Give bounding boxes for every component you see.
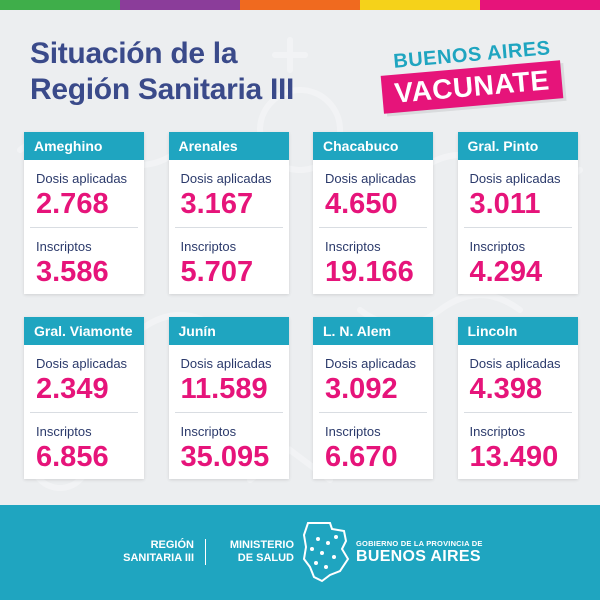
footer-region: REGIÓN SANITARIA III (108, 539, 194, 565)
card-title: Chacabuco (313, 132, 433, 160)
dosis-value: 11.589 (180, 373, 268, 405)
inscriptos-section: Inscriptos 5.707 (174, 227, 283, 294)
dosis-label: Dosis aplicadas (36, 171, 128, 186)
dosis-section: Dosis aplicadas 2.768 (24, 160, 144, 227)
inscriptos-label: Inscriptos (469, 424, 526, 439)
dosis-value: 4.650 (325, 188, 398, 220)
gov-line-2: BUENOS AIRES (356, 548, 481, 565)
card-title: Junín (168, 317, 289, 345)
dosis-label: Dosis aplicadas (180, 171, 272, 186)
inscriptos-section: Inscriptos 35.095 (174, 412, 283, 479)
dosis-section: Dosis aplicadas 2.349 (24, 345, 144, 412)
dosis-section: Dosis aplicadas 11.589 (169, 345, 289, 412)
footer-divider (205, 539, 206, 565)
title-line-1: Situación de la (30, 37, 238, 70)
footer-ministerio: MINISTERIO DE SALUD (214, 539, 294, 565)
inscriptos-label: Inscriptos (36, 239, 92, 254)
dosis-section: Dosis aplicadas 3.011 (458, 160, 578, 227)
inscriptos-section: Inscriptos 4.294 (463, 227, 572, 294)
card-title: Ameghino (24, 132, 144, 160)
vacunate-logo: BUENOS AIRES VACUNATE (378, 37, 566, 114)
district-card-chacabuco: Chacabuco Dosis aplicadas 4.650 Inscript… (313, 132, 433, 294)
inscriptos-section: Inscriptos 3.586 (30, 227, 138, 294)
footer: REGIÓN SANITARIA III MINISTERIO DE SALUD… (0, 505, 600, 600)
inscriptos-value: 6.670 (325, 441, 398, 473)
card-title: L. N. Alem (313, 317, 433, 345)
dosis-label: Dosis aplicadas (36, 356, 128, 371)
inscriptos-label: Inscriptos (180, 424, 237, 439)
inscriptos-label: Inscriptos (36, 424, 92, 439)
inscriptos-label: Inscriptos (325, 424, 381, 439)
card-title: Gral. Viamonte (24, 317, 144, 345)
gov-line-1: GOBIERNO DE LA PROVINCIA DE (356, 539, 483, 548)
dosis-label: Dosis aplicadas (469, 171, 561, 186)
inscriptos-value: 6.856 (36, 441, 109, 473)
ministerio-line-1: MINISTERIO (229, 539, 294, 551)
inscriptos-section: Inscriptos 6.856 (30, 412, 138, 479)
dosis-section: Dosis aplicadas 4.650 (313, 160, 433, 227)
district-card-lincoln: Lincoln Dosis aplicadas 4.398 Inscriptos… (457, 317, 578, 479)
top-bar-magenta (480, 0, 600, 10)
inscriptos-value: 13.490 (469, 441, 559, 473)
dosis-section: Dosis aplicadas 3.092 (313, 345, 433, 412)
dosis-label: Dosis aplicadas (180, 356, 272, 371)
top-bar-yellow (360, 0, 480, 10)
dosis-section: Dosis aplicadas 3.167 (169, 160, 289, 227)
dosis-value: 2.768 (36, 188, 109, 220)
inscriptos-label: Inscriptos (325, 239, 381, 254)
page-title: Situación de la Región Sanitaria III (30, 36, 294, 108)
dosis-label: Dosis aplicadas (325, 356, 417, 371)
district-card-gral-viamonte: Gral. Viamonte Dosis aplicadas 2.349 Ins… (24, 317, 144, 479)
district-card-gral-pinto: Gral. Pinto Dosis aplicadas 3.011 Inscri… (457, 132, 578, 294)
dosis-section: Dosis aplicadas 4.398 (458, 345, 578, 412)
inscriptos-label: Inscriptos (180, 239, 237, 254)
top-bar-orange (240, 0, 360, 10)
dosis-value: 3.167 (180, 188, 254, 220)
dosis-value: 3.011 (469, 188, 541, 220)
region-line-1: REGIÓN (150, 539, 194, 551)
top-bar-purple (120, 0, 240, 10)
dosis-value: 2.349 (36, 373, 109, 405)
inscriptos-section: Inscriptos 19.166 (319, 227, 427, 294)
footer-gobierno: GOBIERNO DE LA PROVINCIA DE BUENOS AIRES (356, 539, 483, 566)
district-card-ameghino: Ameghino Dosis aplicadas 2.768 Inscripto… (24, 132, 144, 294)
inscriptos-value: 35.095 (180, 441, 270, 473)
inscriptos-value: 3.586 (36, 256, 109, 288)
inscriptos-label: Inscriptos (469, 239, 526, 254)
top-bar-green (0, 0, 120, 10)
card-title: Lincoln (457, 317, 578, 345)
district-card-ln-alem: L. N. Alem Dosis aplicadas 3.092 Inscrip… (313, 317, 433, 479)
title-line-2: Región Sanitaria III (30, 73, 295, 106)
card-title: Arenales (168, 132, 289, 160)
district-cards-grid: Ameghino Dosis aplicadas 2.768 Inscripto… (24, 132, 578, 479)
card-title: Gral. Pinto (457, 132, 578, 160)
inscriptos-section: Inscriptos 13.490 (463, 412, 572, 479)
ministerio-line-2: DE SALUD (237, 552, 294, 564)
inscriptos-value: 19.166 (325, 256, 414, 288)
dosis-label: Dosis aplicadas (325, 171, 417, 186)
inscriptos-value: 4.294 (469, 256, 543, 288)
region-line-2: SANITARIA III (123, 552, 194, 564)
district-card-arenales: Arenales Dosis aplicadas 3.167 Inscripto… (168, 132, 289, 294)
inscriptos-value: 5.707 (180, 256, 254, 288)
top-color-bar (0, 0, 600, 10)
dosis-value: 3.092 (325, 373, 398, 405)
dosis-label: Dosis aplicadas (469, 356, 561, 371)
inscriptos-section: Inscriptos 6.670 (319, 412, 427, 479)
province-map-icon (302, 522, 350, 583)
dosis-value: 4.398 (469, 373, 543, 405)
district-card-junin: Junín Dosis aplicadas 11.589 Inscriptos … (168, 317, 289, 479)
